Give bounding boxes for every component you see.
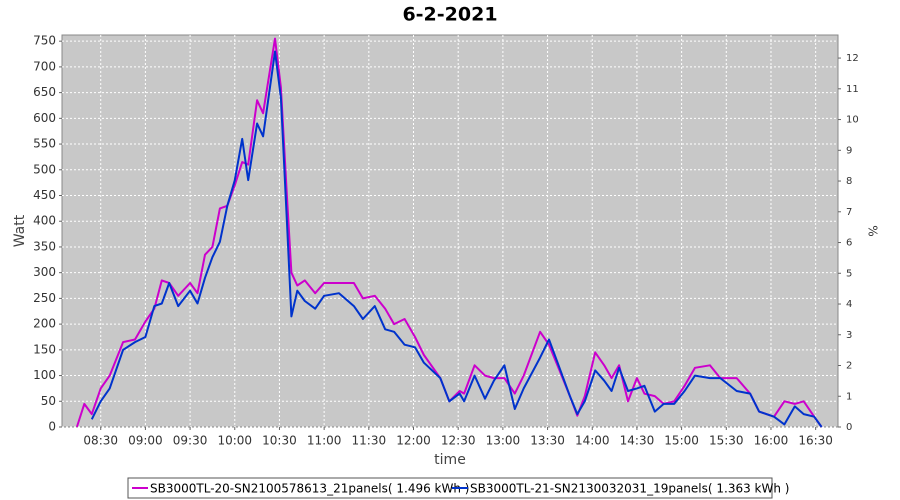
y-tick-label: 600 xyxy=(33,111,56,125)
x-tick-label: 11:30 xyxy=(352,434,387,448)
y-axis-label: Watt xyxy=(12,214,28,247)
y2-tick-label: 3 xyxy=(846,330,852,341)
y-tick-label: 500 xyxy=(33,162,56,176)
x-tick-label: 16:00 xyxy=(754,434,789,448)
y2-tick-label: 2 xyxy=(846,361,852,372)
x-tick-label: 12:00 xyxy=(396,434,431,448)
y-tick-label: 300 xyxy=(33,265,56,279)
y2-tick-label: 6 xyxy=(846,238,852,249)
y2-tick-label: 7 xyxy=(846,207,852,218)
y-tick-label: 350 xyxy=(33,239,56,253)
legend-label: SB3000TL-21-SN2130032031_19panels( 1.363… xyxy=(470,482,789,496)
chart-title: 6-2-2021 xyxy=(402,4,497,26)
x-tick-label: 15:00 xyxy=(664,434,699,448)
y2-tick-label: 11 xyxy=(846,84,859,95)
x-tick-label: 13:00 xyxy=(486,434,521,448)
x-tick-label: 16:30 xyxy=(798,434,833,448)
y-tick-label: 400 xyxy=(33,214,56,228)
x-tick-label: 14:00 xyxy=(575,434,610,448)
y-tick-label: 700 xyxy=(33,59,56,73)
plot-area xyxy=(61,34,839,428)
series-line xyxy=(90,50,823,428)
x-axis-label: time xyxy=(434,452,466,468)
y-tick-label: 150 xyxy=(33,342,56,356)
x-tick-label: 08:30 xyxy=(83,434,118,448)
y-tick-label: 50 xyxy=(41,394,56,408)
x-tick-label: 14:30 xyxy=(620,434,655,448)
y-tick-label: 650 xyxy=(33,85,56,99)
x-tick-label: 09:00 xyxy=(128,434,163,448)
y-tick-label: 550 xyxy=(33,137,56,151)
y2-tick-label: 10 xyxy=(846,115,859,126)
y-tick-label: 200 xyxy=(33,317,56,331)
series-line xyxy=(75,37,823,428)
x-tick-label: 10:30 xyxy=(262,434,297,448)
y2-axis-label: % xyxy=(866,225,880,236)
y2-tick-label: 0 xyxy=(846,422,852,433)
y2-tick-label: 5 xyxy=(846,268,852,279)
x-tick-label: 12:30 xyxy=(441,434,476,448)
y-tick-label: 450 xyxy=(33,188,56,202)
y2-tick-label: 8 xyxy=(846,176,852,187)
x-tick-label: 09:30 xyxy=(173,434,208,448)
y2-tick-label: 12 xyxy=(846,53,859,64)
y-tick-label: 0 xyxy=(48,420,56,434)
y-tick-label: 100 xyxy=(33,368,56,382)
x-tick-label: 11:00 xyxy=(307,434,342,448)
y-tick-label: 250 xyxy=(33,291,56,305)
legend xyxy=(127,477,773,499)
y-tick-label: 750 xyxy=(33,34,56,48)
y2-tick-label: 4 xyxy=(846,299,852,310)
x-tick-label: 15:30 xyxy=(709,434,744,448)
y2-tick-label: 9 xyxy=(846,145,852,156)
legend-label: SB3000TL-20-SN2100578613_21panels( 1.496… xyxy=(150,482,469,496)
y2-tick-label: 1 xyxy=(846,391,852,402)
x-tick-label: 13:30 xyxy=(530,434,565,448)
x-tick-label: 10:00 xyxy=(217,434,252,448)
